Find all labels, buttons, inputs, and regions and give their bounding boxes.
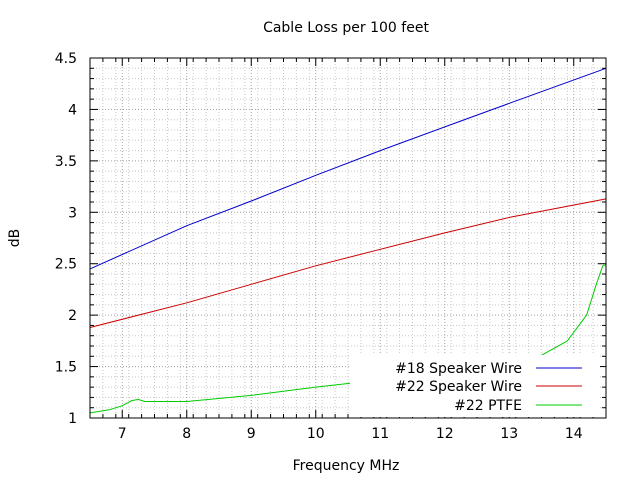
y-tick-labels: 1 1.5 2 2.5 3 3.5 4 4.5	[55, 51, 77, 427]
legend: #18 Speaker Wire #22 Speaker Wire #22 PT…	[350, 355, 600, 417]
series-line-2	[89, 198, 607, 328]
x-tick-label: 8	[182, 426, 191, 442]
x-tick-label: 12	[436, 426, 454, 442]
x-axis-label: Frequency MHz	[293, 458, 400, 474]
y-tick-label: 2	[68, 308, 77, 324]
y-axis-label: dB	[7, 229, 23, 248]
x-tick-label: 9	[247, 426, 256, 442]
x-tick-label: 13	[500, 426, 518, 442]
legend-label-series-2: #22 Speaker Wire	[395, 379, 522, 395]
y-tick-label: 1	[68, 411, 77, 427]
x-tick-label: 14	[565, 426, 583, 442]
series-lines	[89, 67, 607, 414]
legend-label-series-3: #22 PTFE	[454, 398, 522, 414]
series-line-3	[89, 264, 607, 414]
y-tick-label: 4	[68, 102, 77, 118]
x-tick-label: 7	[118, 426, 127, 442]
y-tick-label: 3	[68, 205, 77, 221]
x-tick-label: 10	[307, 426, 325, 442]
y-tick-label: 1.5	[55, 360, 77, 376]
y-tick-label: 4.5	[55, 51, 77, 67]
x-tick-labels: 7 8 9 10 11 12 13 14	[118, 426, 583, 442]
chart-title: Cable Loss per 100 feet	[263, 20, 429, 36]
y-tick-label: 3.5	[55, 154, 77, 170]
x-tick-label: 11	[371, 426, 389, 442]
legend-label-series-1: #18 Speaker Wire	[395, 361, 522, 377]
series-line-1	[89, 67, 607, 270]
y-tick-label: 2.5	[55, 257, 77, 273]
